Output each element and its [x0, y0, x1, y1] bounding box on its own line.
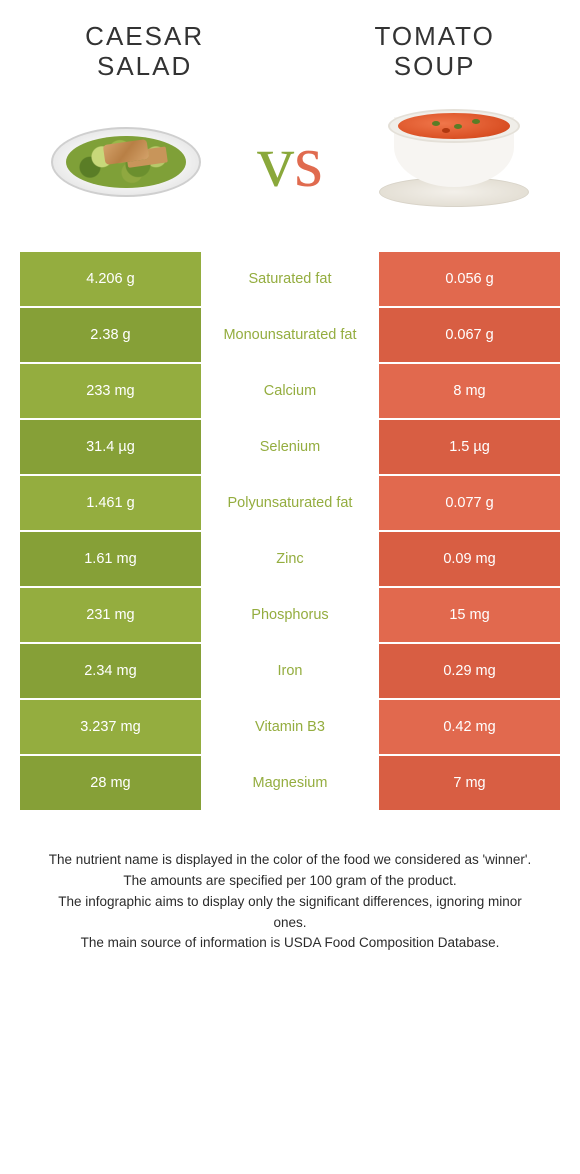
right-value: 8 mg: [379, 364, 560, 418]
right-value: 1.5 µg: [379, 420, 560, 474]
caesar-salad-image: [46, 102, 206, 222]
nutrient-label: Zinc: [201, 532, 379, 586]
table-row: 31.4 µgSelenium1.5 µg: [20, 420, 560, 474]
table-row: 3.237 mgVitamin B30.42 mg: [20, 700, 560, 754]
right-value: 0.09 mg: [379, 532, 560, 586]
images-row: vs: [0, 92, 580, 252]
right-value: 0.056 g: [379, 252, 560, 306]
table-row: 1.461 gPolyunsaturated fat0.077 g: [20, 476, 560, 530]
table-row: 2.34 mgIron0.29 mg: [20, 644, 560, 698]
left-value: 28 mg: [20, 756, 201, 810]
footer-line: The main source of information is USDA F…: [42, 933, 538, 954]
left-value: 1.61 mg: [20, 532, 201, 586]
right-value: 7 mg: [379, 756, 560, 810]
nutrient-label: Calcium: [201, 364, 379, 418]
table-row: 1.61 mgZinc0.09 mg: [20, 532, 560, 586]
footer-notes: The nutrient name is displayed in the co…: [0, 810, 580, 985]
right-value: 0.067 g: [379, 308, 560, 362]
left-title-line2: SALAD: [85, 52, 204, 82]
nutrient-label: Iron: [201, 644, 379, 698]
footer-line: The infographic aims to display only the…: [42, 892, 538, 934]
nutrient-label: Monounsaturated fat: [201, 308, 379, 362]
left-value: 1.461 g: [20, 476, 201, 530]
left-food-title: CAESAR SALAD: [85, 22, 204, 82]
left-value: 2.34 mg: [20, 644, 201, 698]
right-title-line1: TOMATO: [374, 22, 494, 52]
nutrient-label: Polyunsaturated fat: [201, 476, 379, 530]
right-title-line2: SOUP: [374, 52, 494, 82]
left-value: 3.237 mg: [20, 700, 201, 754]
table-row: 2.38 gMonounsaturated fat0.067 g: [20, 308, 560, 362]
footer-line: The amounts are specified per 100 gram o…: [42, 871, 538, 892]
left-value: 4.206 g: [20, 252, 201, 306]
nutrient-label: Phosphorus: [201, 588, 379, 642]
nutrient-label: Magnesium: [201, 756, 379, 810]
table-row: 233 mgCalcium8 mg: [20, 364, 560, 418]
nutrient-label: Vitamin B3: [201, 700, 379, 754]
right-value: 15 mg: [379, 588, 560, 642]
table-row: 4.206 gSaturated fat0.056 g: [20, 252, 560, 306]
right-value: 0.29 mg: [379, 644, 560, 698]
left-value: 231 mg: [20, 588, 201, 642]
nutrient-label: Saturated fat: [201, 252, 379, 306]
right-value: 0.42 mg: [379, 700, 560, 754]
table-row: 28 mgMagnesium7 mg: [20, 756, 560, 810]
tomato-soup-image: [374, 102, 534, 222]
table-row: 231 mgPhosphorus15 mg: [20, 588, 560, 642]
header: CAESAR SALAD TOMATO SOUP: [0, 0, 580, 92]
left-value: 2.38 g: [20, 308, 201, 362]
right-value: 0.077 g: [379, 476, 560, 530]
left-value: 31.4 µg: [20, 420, 201, 474]
right-food-title: TOMATO SOUP: [374, 22, 494, 82]
vs-label: vs: [257, 125, 323, 199]
footer-line: The nutrient name is displayed in the co…: [42, 850, 538, 871]
nutrient-label: Selenium: [201, 420, 379, 474]
nutrient-table: 4.206 gSaturated fat0.056 g2.38 gMonouns…: [20, 252, 560, 810]
left-value: 233 mg: [20, 364, 201, 418]
left-title-line1: CAESAR: [85, 22, 204, 52]
